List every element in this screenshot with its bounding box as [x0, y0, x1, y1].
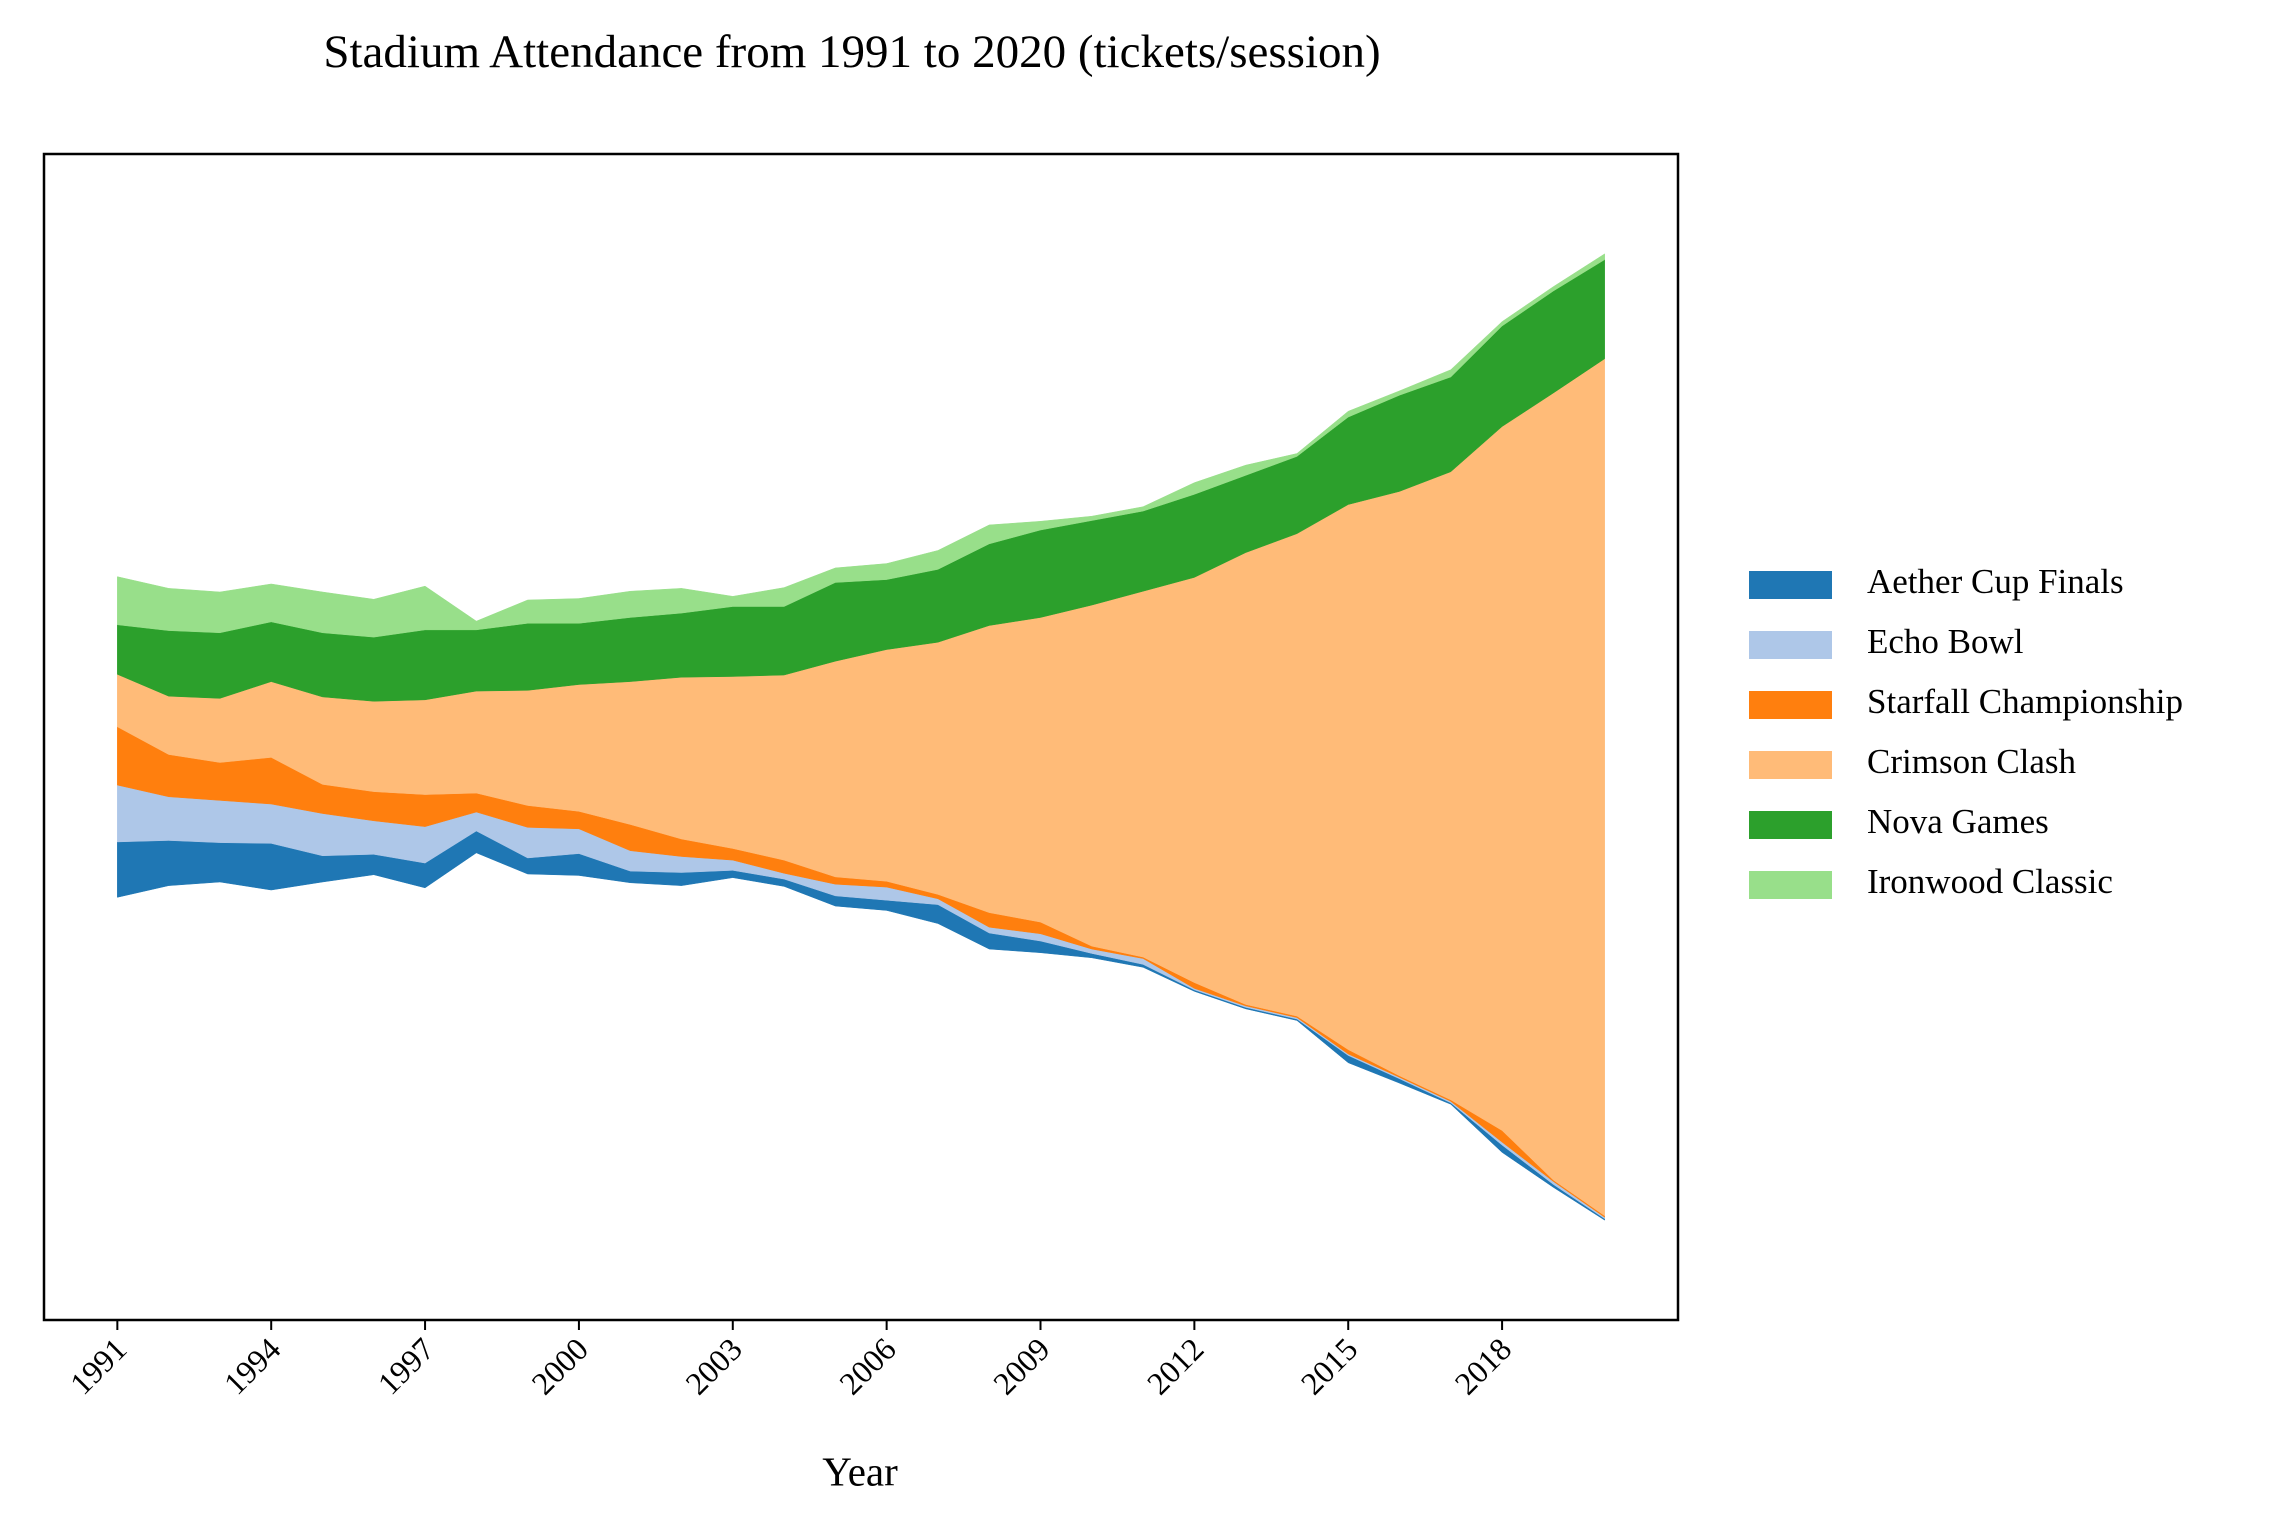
stream-layer	[117, 253, 1605, 638]
plot-frame	[42, 152, 1680, 1322]
legend-label: Ironwood Classic	[1867, 862, 2113, 901]
legend-swatch	[1749, 811, 1832, 839]
legend-label: Nova Games	[1867, 802, 2049, 841]
x-axis-label: Year	[822, 1448, 898, 1494]
legend-label: Echo Bowl	[1867, 622, 2024, 661]
legend-label: Crimson Clash	[1867, 742, 2077, 781]
legend-label: Aether Cup Finals	[1867, 562, 2124, 601]
legend-swatch	[1749, 691, 1832, 719]
legend: Aether Cup Finals Echo Bowl Starfall Champ…	[1749, 562, 2183, 901]
chart-title: Stadium Attendance from 1991 to 2020 (ti…	[323, 26, 1380, 78]
legend-swatch	[1749, 571, 1832, 599]
legend-swatch	[1749, 631, 1832, 659]
legend-swatch	[1749, 871, 1832, 899]
legend-label: Starfall Championship	[1867, 682, 2183, 721]
plot-area	[117, 253, 1605, 1221]
legend-swatch	[1749, 751, 1832, 779]
